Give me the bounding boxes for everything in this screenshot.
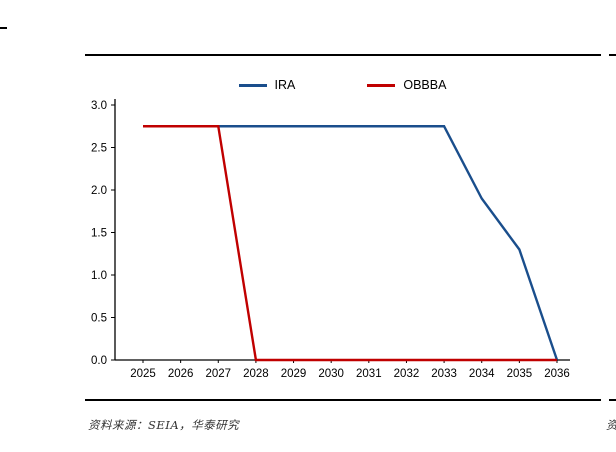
ira-line-swatch-icon (238, 83, 267, 87)
svg-text:0.5: 0.5 (91, 313, 107, 325)
svg-text:1.5: 1.5 (91, 228, 107, 240)
legend-item-obbba: OBBBA (367, 78, 446, 92)
svg-text:2026: 2026 (168, 368, 194, 380)
legend-item-ira: IRA (238, 78, 296, 92)
chart-legend: IRA OBBBA (115, 78, 570, 92)
top-divider-rule (85, 54, 601, 56)
cropped-adjacent-source-text: 资 (606, 417, 616, 433)
obbba-line-swatch-icon (367, 83, 396, 87)
top-left-rule-fragment (0, 27, 7, 29)
svg-text:2035: 2035 (507, 368, 533, 380)
source-text: 资料来源：SEIA，华泰研究 (88, 418, 240, 432)
legend-label-obbba: OBBBA (403, 78, 447, 92)
svg-text:2.0: 2.0 (91, 185, 107, 197)
svg-text:3.0: 3.0 (91, 100, 107, 112)
svg-text:2028: 2028 (243, 368, 269, 380)
svg-text:2029: 2029 (281, 368, 307, 380)
svg-text:2032: 2032 (394, 368, 420, 380)
svg-text:2031: 2031 (356, 368, 382, 380)
svg-text:0.0: 0.0 (91, 355, 107, 367)
top-right-rule-fragment (609, 54, 616, 56)
svg-text:2.5: 2.5 (91, 143, 107, 155)
svg-text:2027: 2027 (205, 368, 231, 380)
svg-text:2034: 2034 (469, 368, 495, 380)
svg-text:2025: 2025 (130, 368, 156, 380)
legend-label-ira: IRA (274, 78, 296, 92)
svg-text:2030: 2030 (318, 368, 344, 380)
bottom-right-rule-fragment (609, 399, 616, 401)
bottom-divider-rule (85, 399, 601, 401)
svg-text:1.0: 1.0 (91, 270, 107, 282)
svg-text:2033: 2033 (431, 368, 457, 380)
svg-text:2036: 2036 (544, 368, 570, 380)
